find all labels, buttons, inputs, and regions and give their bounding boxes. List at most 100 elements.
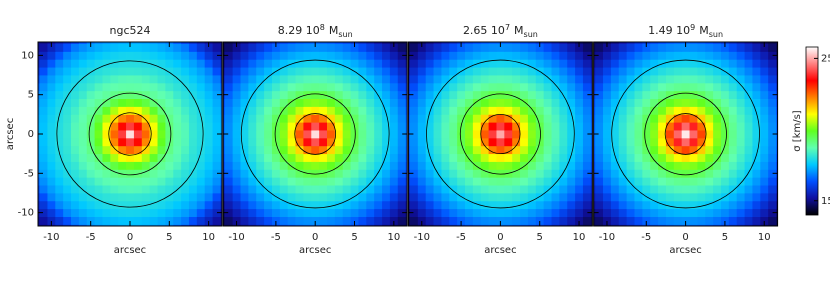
map-pixel	[188, 185, 198, 194]
map-pixel	[405, 59, 408, 68]
map-pixel	[342, 51, 351, 60]
map-pixel	[295, 145, 304, 155]
map-pixel	[287, 153, 296, 162]
map-pixel	[593, 114, 596, 123]
map-pixel	[204, 82, 213, 92]
map-pixel	[465, 145, 474, 155]
map-pixel	[626, 51, 635, 60]
map-pixel	[650, 98, 659, 107]
map-pixel	[232, 51, 241, 60]
map-pixel	[736, 130, 745, 139]
map-pixel	[408, 185, 411, 194]
map-pixel	[713, 169, 722, 178]
map-pixel	[480, 192, 490, 202]
map-pixel	[405, 82, 408, 92]
map-pixel	[279, 192, 289, 202]
map-pixel	[441, 161, 450, 170]
map-pixel	[303, 67, 312, 76]
map-pixel	[102, 98, 111, 107]
map-pixel	[271, 208, 281, 217]
map-pixel	[689, 67, 698, 76]
map-pixel	[204, 200, 213, 210]
map-pixel	[626, 59, 635, 68]
map-pixel	[149, 59, 158, 68]
map-pixel	[736, 208, 745, 217]
map-pixel	[776, 67, 778, 76]
map-pixel	[760, 216, 769, 225]
map-pixel	[141, 153, 151, 162]
map-pixel	[527, 43, 537, 52]
map-pixel	[593, 200, 596, 210]
map-pixel	[196, 185, 206, 194]
contour	[459, 93, 541, 175]
map-pixel	[728, 106, 738, 115]
map-pixel	[157, 200, 166, 210]
map-pixel	[590, 67, 593, 76]
map-pixel	[39, 200, 48, 210]
map-pixel	[449, 42, 458, 44]
map-pixel	[535, 82, 545, 92]
map-pixel	[567, 216, 576, 225]
map-pixel	[752, 114, 761, 123]
map-pixel	[279, 177, 289, 186]
map-pixel	[196, 130, 206, 139]
map-pixel	[358, 177, 367, 186]
map-pixel	[295, 75, 304, 84]
map-pixel	[133, 51, 143, 60]
map-pixel	[527, 59, 537, 68]
map-pixel	[382, 185, 391, 194]
map-pixel	[264, 224, 273, 226]
map-pixel	[480, 137, 490, 147]
map-pixel	[303, 106, 312, 115]
map-pixel	[634, 98, 643, 107]
map-pixel	[287, 161, 296, 170]
map-pixel	[504, 75, 513, 84]
map-pixel	[188, 114, 198, 123]
map-pixel	[342, 224, 351, 226]
x-tick-label: 5	[351, 232, 357, 243]
map-pixel	[126, 82, 135, 92]
map-pixel	[71, 98, 80, 107]
map-pixel	[496, 161, 505, 170]
map-pixel	[342, 90, 351, 100]
map-pixel	[650, 106, 659, 115]
map-pixel	[752, 90, 761, 100]
map-pixel	[86, 185, 96, 194]
map-pixel	[425, 192, 434, 202]
panel-title: ngc524	[110, 24, 151, 37]
map-pixel	[752, 130, 761, 139]
map-pixel	[527, 67, 537, 76]
title-text: 1.49 10	[648, 24, 690, 37]
map-pixel	[94, 75, 103, 84]
map-pixel	[86, 98, 96, 107]
map-pixel	[650, 200, 659, 210]
map-pixel	[626, 192, 635, 202]
map-pixel	[389, 114, 399, 123]
map-pixel	[504, 216, 513, 225]
map-pixel	[264, 42, 273, 44]
map-pixel	[642, 59, 651, 68]
map-pixel	[590, 192, 593, 202]
map-pixel	[102, 169, 111, 178]
map-pixel	[232, 106, 241, 115]
map-pixel	[374, 137, 383, 147]
map-pixel	[279, 98, 289, 107]
map-pixel	[776, 122, 778, 131]
map-pixel	[342, 59, 351, 68]
map-pixel	[590, 122, 593, 131]
map-pixel	[720, 114, 730, 123]
map-pixel	[204, 67, 213, 76]
map-pixel	[504, 59, 513, 68]
map-pixel	[110, 145, 119, 155]
map-pixel	[768, 185, 777, 194]
map-pixel	[433, 51, 442, 60]
map-pixel	[496, 192, 505, 202]
map-pixel	[567, 75, 576, 84]
map-pixel	[342, 42, 351, 44]
map-pixel	[173, 51, 182, 60]
map-pixel	[551, 122, 560, 131]
map-pixel	[408, 82, 411, 92]
map-pixel	[220, 177, 222, 186]
map-pixel	[38, 43, 40, 52]
map-pixel	[223, 200, 226, 210]
